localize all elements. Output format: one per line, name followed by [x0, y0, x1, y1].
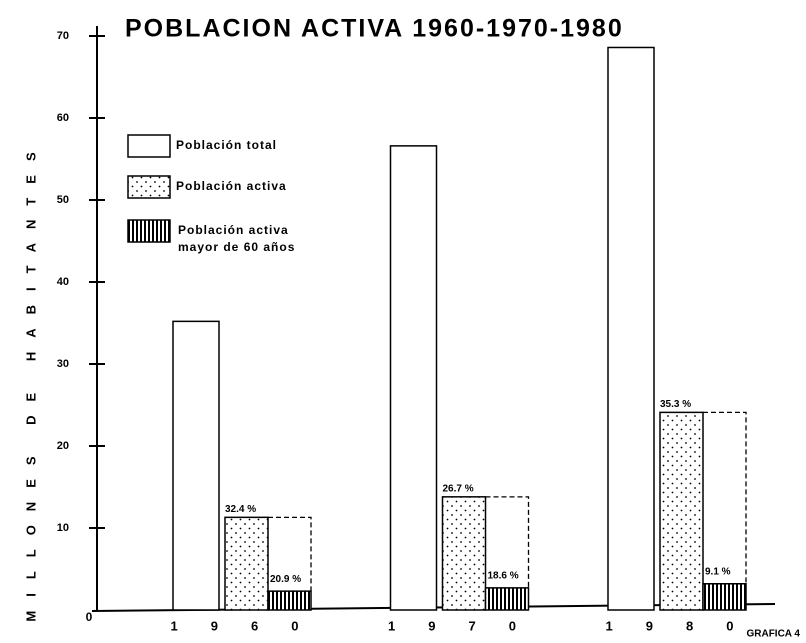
annotation: 18.6 % [488, 571, 519, 582]
bar [702, 583, 747, 611]
bar [389, 145, 438, 611]
bar [441, 496, 487, 611]
y-tick-label: 20 [57, 440, 69, 452]
footer: GRAFICA 4 [746, 629, 800, 640]
annotation: 9.1 % [705, 566, 731, 577]
bar [607, 46, 655, 611]
chart-title: POBLACION ACTIVA 1960-1970-1980 [125, 15, 624, 43]
y-tick-label: 50 [57, 194, 69, 206]
bar [267, 590, 312, 611]
y-tick-label: 40 [57, 276, 69, 288]
bar [172, 320, 220, 611]
x-tick-label: 1970 [388, 618, 549, 633]
legend-swatch [127, 219, 171, 243]
annotation: 35.3 % [660, 399, 691, 410]
y-tick-label: 60 [57, 112, 69, 124]
annotation: 20.9 % [270, 574, 301, 585]
legend-swatch [127, 134, 171, 158]
legend-label: Población activa mayor de 60 años [178, 223, 295, 254]
annotation: 26.7 % [443, 483, 474, 494]
y-tick-label: 70 [57, 30, 69, 42]
bar [659, 411, 704, 611]
dashed-guide [268, 516, 312, 592]
bar [484, 587, 530, 611]
y-axis-label: MILLONES DE HABITANTES [23, 138, 38, 621]
y-tick-label: 10 [57, 522, 69, 534]
bar [224, 516, 269, 611]
y-tick-label: 30 [57, 358, 69, 370]
legend-swatch [127, 175, 171, 199]
x-tick-label: 1960 [171, 618, 332, 633]
annotation: 32.4 % [225, 504, 256, 515]
legend-label: Población total [176, 138, 277, 152]
dashed-guide [703, 411, 747, 584]
legend-label: Población activa [176, 179, 287, 193]
dashed-guide [485, 496, 530, 588]
y-tick-label: 0 [86, 610, 93, 624]
x-tick-label: 1980 [606, 618, 767, 633]
